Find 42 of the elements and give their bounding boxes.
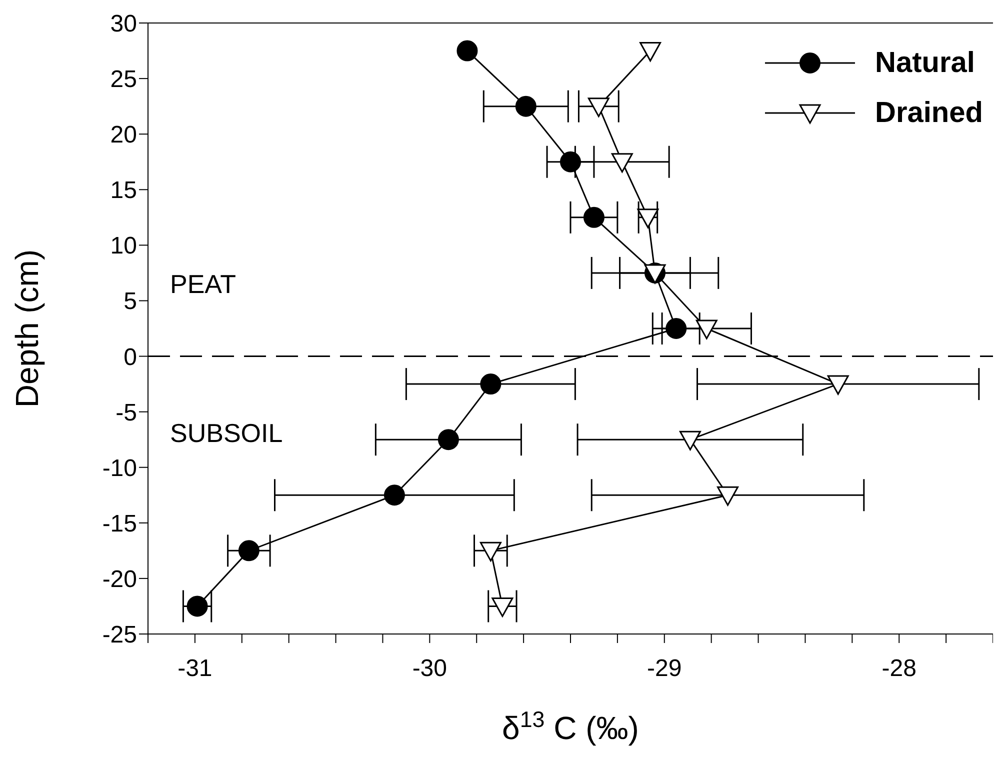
legend-label: Natural (875, 46, 975, 80)
y-tick-label: -10 (102, 454, 137, 482)
x-axis-title: δ$^{13}$C (‰) (502, 706, 639, 746)
point (438, 429, 459, 450)
x-tick-label: -30 (412, 655, 448, 682)
point (717, 486, 739, 506)
point (583, 206, 604, 228)
x-tick-label: -31 (178, 655, 212, 682)
point (679, 430, 701, 450)
x-tick-label: -29 (647, 655, 682, 682)
y-tick-label: 0 (124, 344, 137, 371)
y-tick-label: 10 (110, 232, 137, 260)
y-tick-label: 30 (110, 10, 137, 38)
annotation: SUBSOIL (170, 418, 283, 448)
point (456, 40, 478, 62)
annotation: PEAT (170, 269, 236, 299)
point (588, 98, 610, 118)
y-tick-label: -25 (102, 622, 137, 649)
y-tick-label: 20 (110, 122, 137, 149)
point (611, 153, 633, 173)
y-tick-label: 25 (110, 66, 137, 94)
point (492, 597, 514, 617)
y-tick-label: -5 (116, 399, 137, 426)
point (560, 151, 581, 172)
point (637, 208, 659, 228)
point (515, 96, 536, 117)
y-tick-label: -20 (102, 566, 137, 593)
point (384, 484, 405, 506)
y-tick-label: 5 (124, 288, 137, 316)
point (640, 42, 662, 62)
y-tick-label: 15 (110, 177, 137, 204)
point (480, 542, 502, 562)
x-tick-label: -28 (882, 655, 916, 682)
y-tick-label: -15 (102, 510, 137, 538)
point (827, 375, 849, 395)
legend-label: Drained (875, 96, 983, 130)
point (186, 596, 208, 617)
point (696, 320, 718, 340)
point (666, 318, 687, 339)
point (238, 540, 260, 562)
point (480, 374, 502, 395)
y-axis-title: Depth (cm) (9, 249, 45, 408)
